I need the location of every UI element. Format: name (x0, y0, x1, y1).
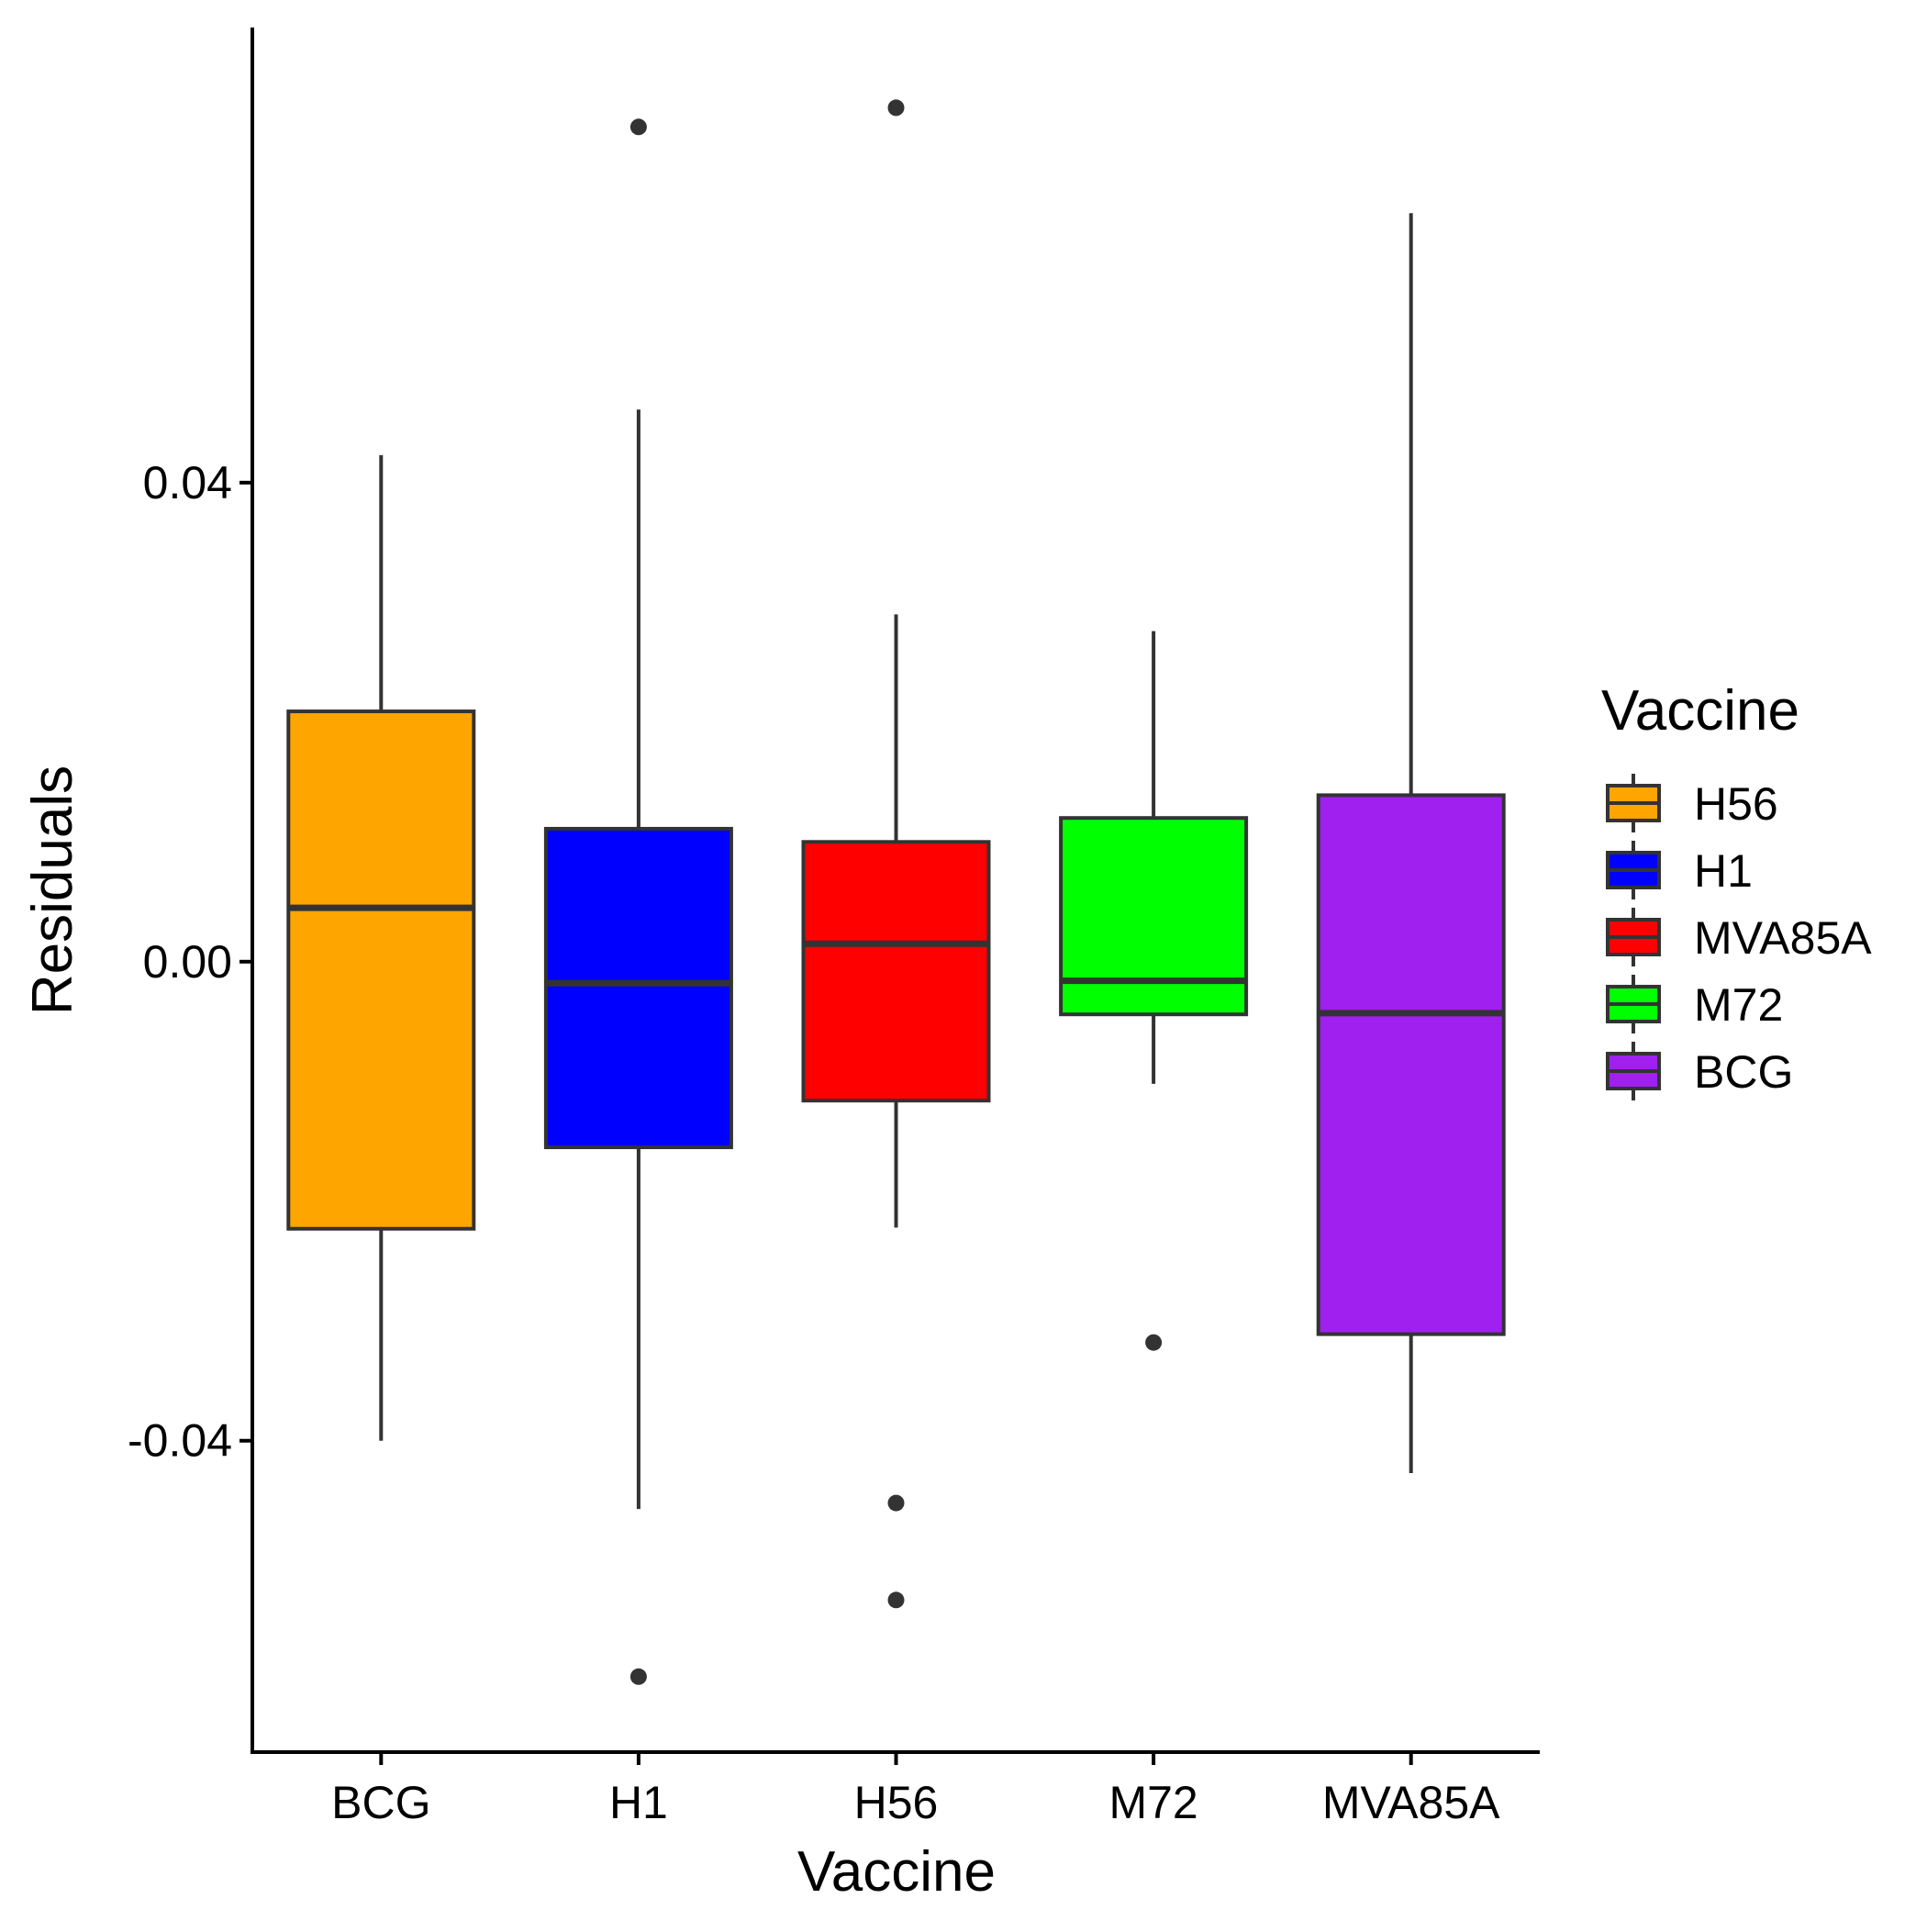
axes: Vaccine Residuals -0.04 0.00 0.04 BCG H1 H56 M… (21, 28, 1540, 1904)
box-group-mva85a (1316, 213, 1506, 1473)
legend-label: M72 (1694, 979, 1783, 1031)
box (1059, 816, 1249, 1017)
legend-title: Vaccine (1601, 679, 1799, 743)
x-tick-label: M72 (1108, 1777, 1197, 1828)
legend-item: H1 (1606, 841, 1753, 899)
legend-item: MVA85A (1606, 908, 1872, 966)
outlier-point (629, 118, 647, 136)
box-group-bcg (286, 454, 476, 1441)
x-tick-label: MVA85A (1322, 1777, 1500, 1828)
legend-label: MVA85A (1694, 912, 1872, 964)
legend-item: H56 (1606, 774, 1778, 832)
box (801, 840, 991, 1103)
box (543, 826, 733, 1150)
y-tick-label: -0.04 (128, 1415, 232, 1467)
x-tick-label: BCG (331, 1777, 430, 1828)
outlier-point (887, 1591, 905, 1609)
legend-item: M72 (1606, 975, 1783, 1033)
legend-label: BCG (1694, 1046, 1793, 1098)
legend-label: H56 (1694, 778, 1778, 830)
box-group-h56 (801, 99, 991, 1609)
legend-item: BCG (1606, 1042, 1793, 1100)
plot-area (286, 99, 1506, 1685)
box (286, 709, 476, 1231)
box-group-h1 (543, 118, 733, 1685)
y-tick-label: 0.04 (143, 457, 232, 508)
legend: Vaccine H56 H1 MVA85A M72 BCG (1601, 679, 1872, 1100)
outlier-point (887, 1494, 905, 1512)
legend-label: H1 (1694, 845, 1753, 897)
y-tick-label: 0.00 (143, 936, 232, 988)
outlier-point (1145, 1334, 1163, 1351)
box-group-m72 (1059, 631, 1249, 1351)
outlier-point (629, 1668, 647, 1685)
x-tick-label: H56 (854, 1777, 939, 1828)
x-axis-title: Vaccine (797, 1840, 996, 1904)
y-axis-title: Residuals (21, 765, 84, 1015)
outlier-point (887, 99, 905, 117)
x-tick-label: H1 (609, 1777, 668, 1828)
box (1316, 793, 1506, 1336)
